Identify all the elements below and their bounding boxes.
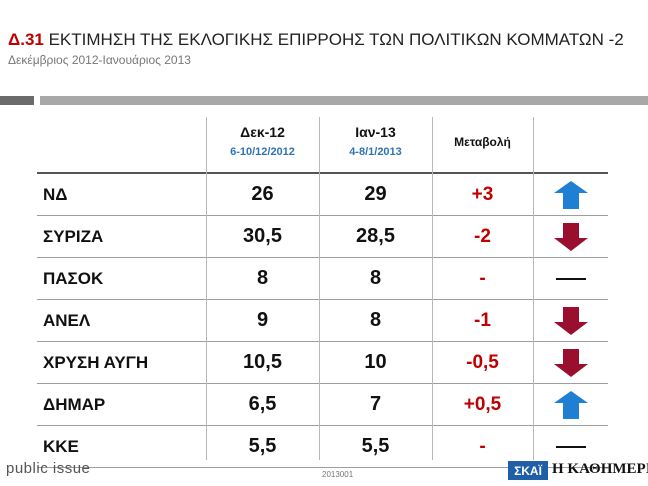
header-dec-label: Δεκ-12 <box>240 124 285 140</box>
no-change-dash-icon <box>533 426 608 467</box>
party-name: ΚΚΕ <box>43 436 79 456</box>
jan-value: 28,5 <box>356 225 395 247</box>
kathimerini-logo: Η ΚΑΘΗΜΕΡΙΝΗ <box>552 461 648 477</box>
change-value: - <box>479 435 486 457</box>
table-row: ΝΔ 26 29 +3 <box>37 172 608 215</box>
change-value: - <box>479 267 486 289</box>
header-change-label: Μεταβολή <box>454 135 511 149</box>
dec-value: 6,5 <box>248 393 277 415</box>
party-name: ΣΥΡΙΖΑ <box>43 226 104 246</box>
skai-logo: ΣΚΑΪ <box>508 461 548 480</box>
header-jan-label: Ιαν-13 <box>355 124 396 140</box>
party-name: ΔΗΜΑΡ <box>43 394 106 414</box>
party-name: ΠΑΣΟΚ <box>43 268 104 288</box>
header-rule-dark <box>0 96 34 105</box>
header-dec: Δεκ-12 6-10/12/2012 <box>206 117 319 172</box>
column-divider <box>533 117 534 460</box>
dec-value: 8 <box>256 267 269 289</box>
jan-value: 8 <box>369 309 382 331</box>
change-value: -1 <box>474 309 491 331</box>
party-name: ΑΝΕΛ <box>43 310 91 330</box>
party-name: ΧΡΥΣΗ ΑΥΓΗ <box>43 352 149 372</box>
dec-value: 30,5 <box>243 225 282 247</box>
page-subtitle: Δεκέμβριος 2012-Ιανουάριος 2013 <box>8 53 191 67</box>
table-header: Δεκ-12 6-10/12/2012 Ιαν-13 4-8/1/2013 Με… <box>37 117 608 172</box>
header-jan-dates: 4-8/1/2013 <box>349 146 402 158</box>
title-text: ΕΚΤΙΜΗΣΗ ΤΗΣ ΕΚΛΟΓΙΚΗΣ ΕΠΙΡΡΟΗΣ ΤΩΝ ΠΟΛΙ… <box>48 30 624 49</box>
footer-code: 2013001 <box>322 470 354 479</box>
table-row: ΔΗΜΑΡ 6,5 7 +0,5 <box>37 383 608 425</box>
change-value: +0,5 <box>463 393 502 415</box>
dec-value: 26 <box>251 183 274 205</box>
dec-value: 9 <box>256 309 269 331</box>
header-dec-dates: 6-10/12/2012 <box>230 146 295 158</box>
table-row: ΠΑΣΟΚ 8 8 - <box>37 257 608 299</box>
up-arrow-icon <box>533 174 608 215</box>
header-rule-light <box>40 96 648 105</box>
change-value: -2 <box>474 225 491 247</box>
up-arrow-icon <box>533 384 608 425</box>
title-code: Δ.31 <box>8 30 44 49</box>
table-body: ΝΔ 26 29 +3 ΣΥΡΙΖΑ 30,5 28,5 -2 ΠΑΣΟΚ 8 8- ΑΝΕΛ 9 8 -1… <box>37 172 608 468</box>
column-divider <box>319 117 320 460</box>
table-row: ΧΡΥΣΗ ΑΥΓΗ 10,5 10 -0,5 <box>37 341 608 383</box>
jan-value: 8 <box>369 267 382 289</box>
header-change: Μεταβολή <box>432 117 533 172</box>
dec-value: 5,5 <box>248 435 277 457</box>
down-arrow-icon <box>533 342 608 383</box>
header-jan: Ιαν-13 4-8/1/2013 <box>319 117 432 172</box>
column-divider <box>206 117 207 460</box>
column-divider <box>432 117 433 460</box>
dec-value: 10,5 <box>243 351 282 373</box>
results-table: Δεκ-12 6-10/12/2012 Ιαν-13 4-8/1/2013 Με… <box>37 117 608 468</box>
change-value: +3 <box>471 183 494 205</box>
table-row: ΚΚΕ 5,5 5,5 - <box>37 425 608 468</box>
jan-value: 5,5 <box>361 435 390 457</box>
jan-value: 7 <box>369 393 382 415</box>
public-issue-brand: public issue <box>6 460 91 477</box>
down-arrow-icon <box>533 216 608 257</box>
table-row: ΣΥΡΙΖΑ 30,5 28,5 -2 <box>37 215 608 257</box>
jan-value: 10 <box>364 351 387 373</box>
change-value: -0,5 <box>466 351 499 373</box>
page-title: Δ.31 ΕΚΤΙΜΗΣΗ ΤΗΣ ΕΚΛΟΓΙΚΗΣ ΕΠΙΡΡΟΗΣ ΤΩΝ… <box>8 30 624 50</box>
no-change-dash-icon <box>533 258 608 299</box>
down-arrow-icon <box>533 300 608 341</box>
jan-value: 29 <box>364 183 387 205</box>
party-name: ΝΔ <box>43 184 68 204</box>
table-row: ΑΝΕΛ 9 8 -1 <box>37 299 608 341</box>
